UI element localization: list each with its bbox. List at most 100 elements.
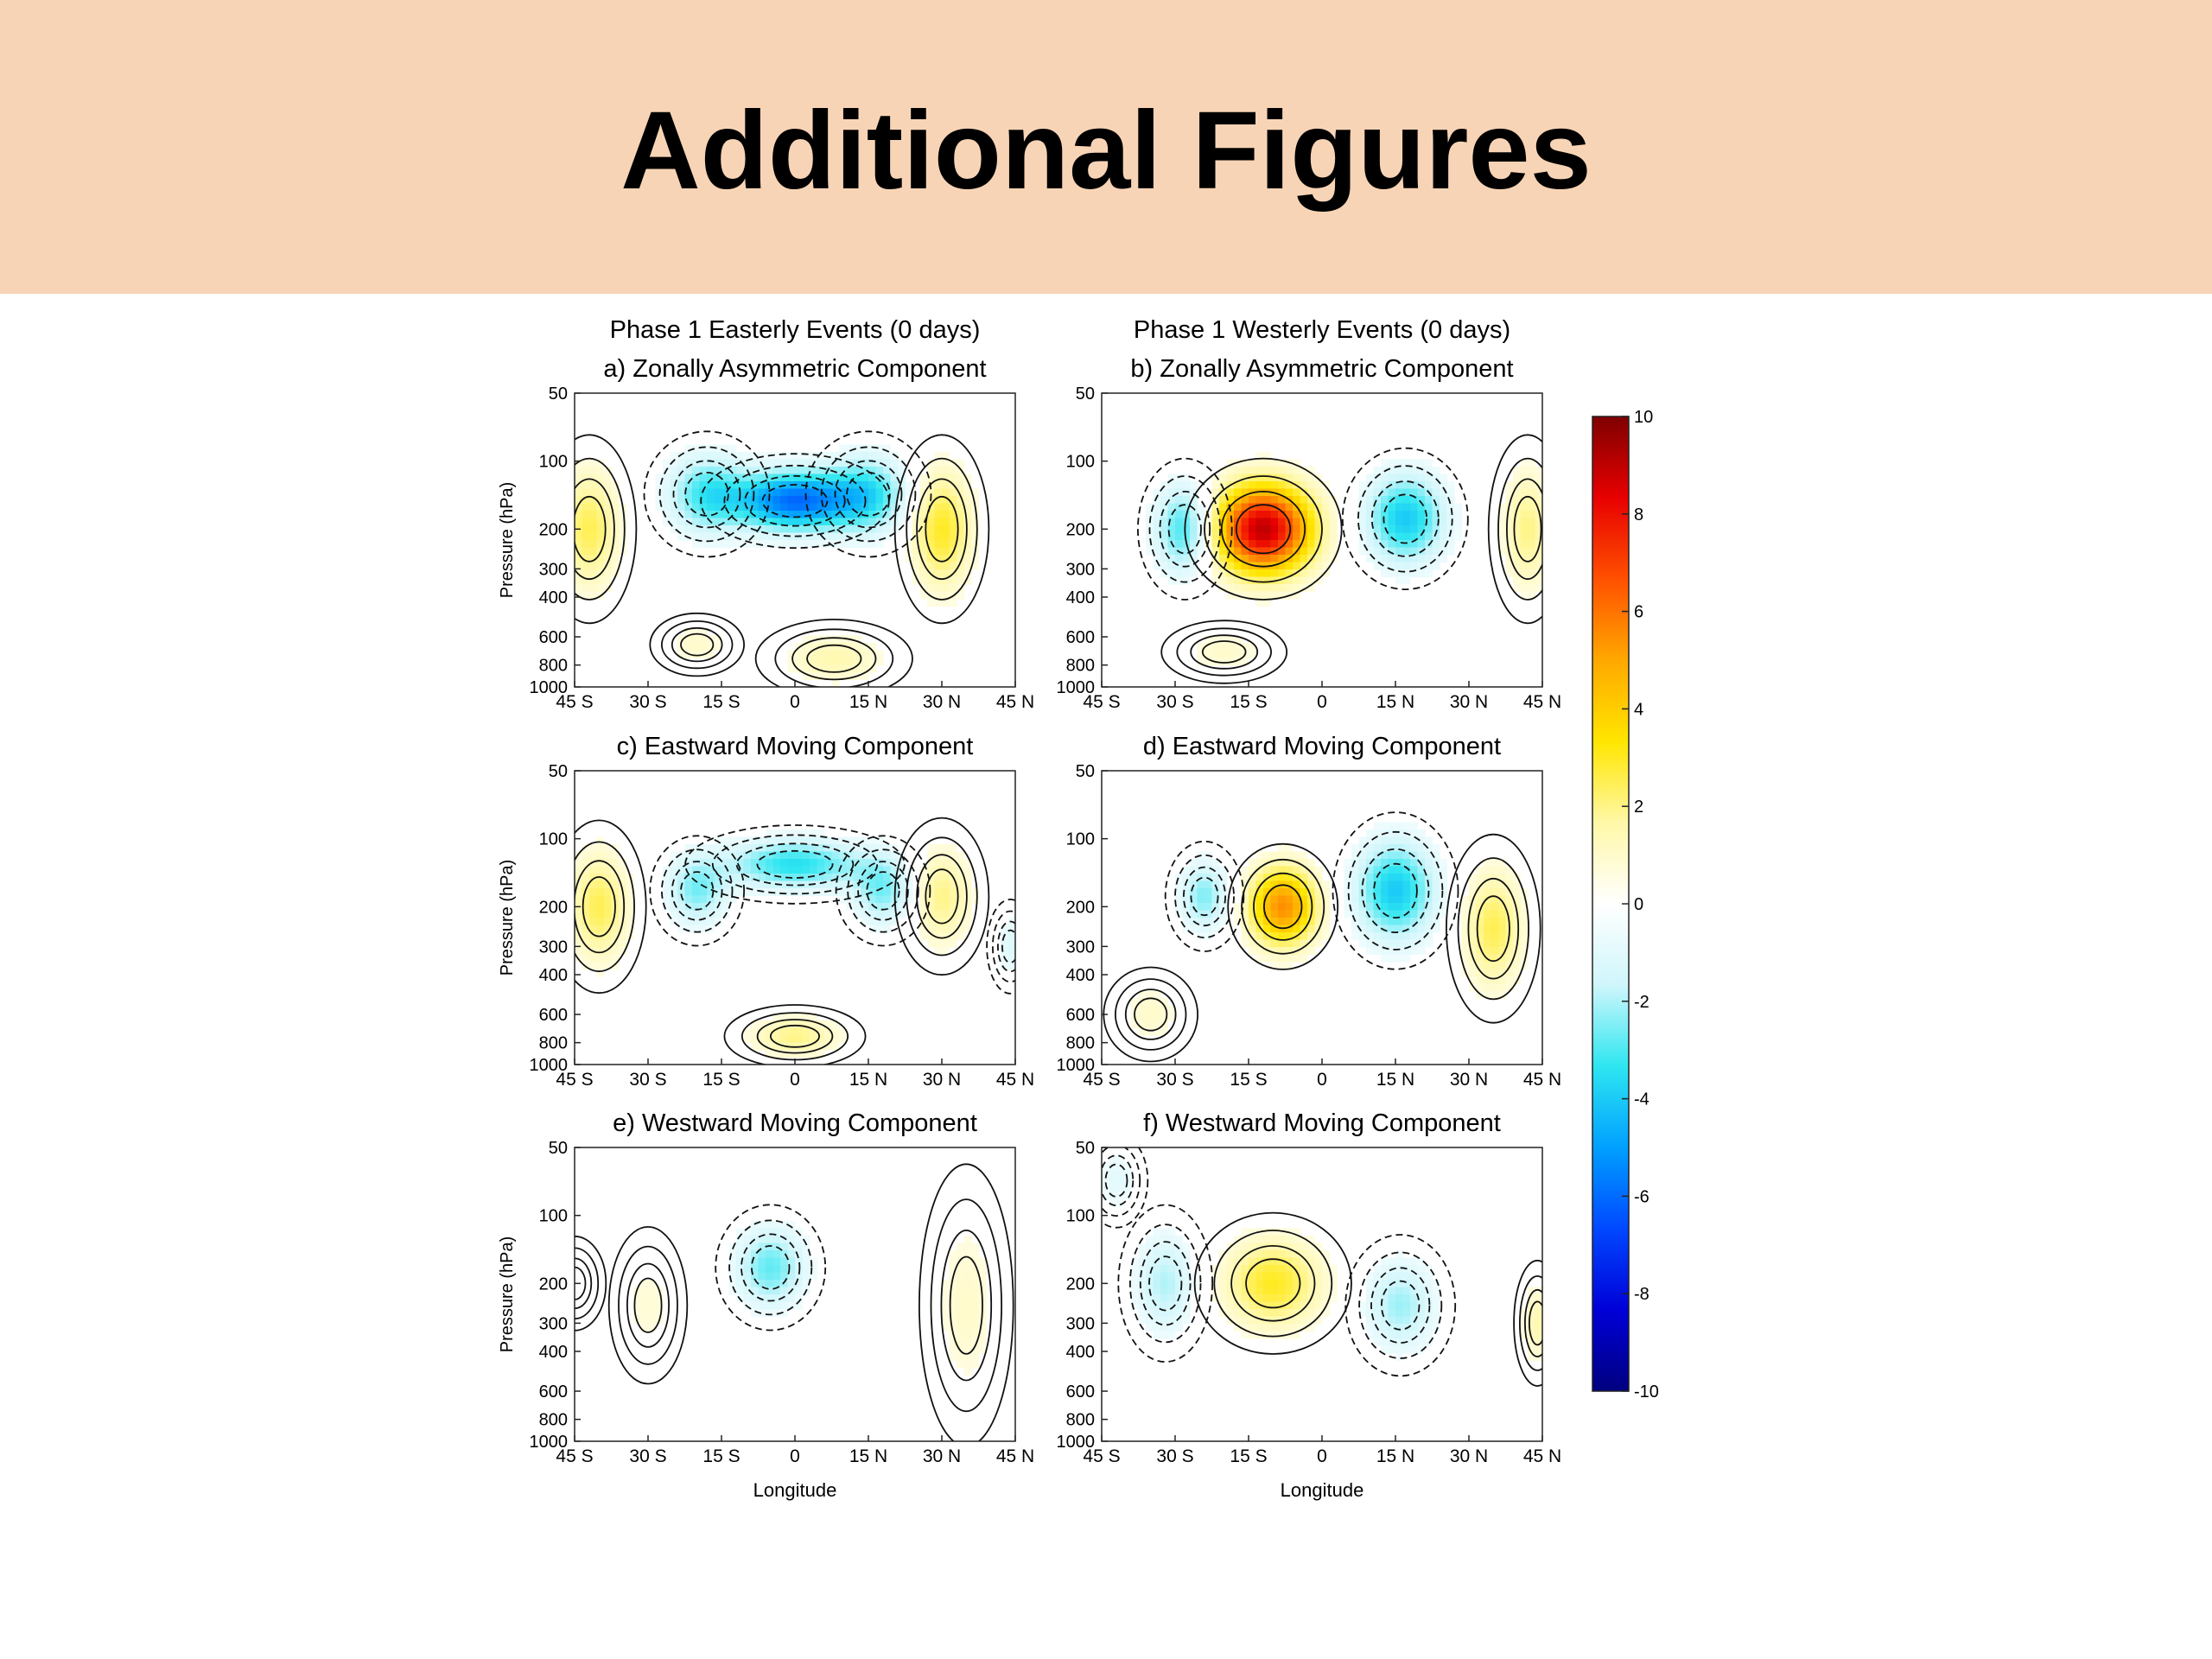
field-cell	[736, 851, 745, 860]
field-cell	[736, 880, 745, 889]
field-cell	[1307, 525, 1316, 534]
field-cell	[971, 1294, 980, 1303]
field-cell	[721, 888, 730, 897]
field-cell	[721, 452, 730, 461]
field-cell	[919, 511, 928, 519]
field-cell	[1469, 983, 1478, 992]
field-cell	[963, 481, 972, 490]
field-cell	[1219, 467, 1228, 475]
field-cell	[1300, 569, 1308, 578]
field-cell	[1146, 1243, 1154, 1251]
field-cell	[942, 1301, 950, 1310]
field-cell	[721, 444, 730, 453]
field-cell	[1146, 540, 1154, 549]
field-cell	[1300, 584, 1308, 593]
contour-line	[1487, 434, 1542, 625]
field-cell	[743, 859, 752, 868]
field-cell	[1234, 562, 1243, 570]
field-cell	[1278, 1265, 1287, 1274]
field-cell	[810, 635, 818, 644]
field-cell	[604, 503, 613, 512]
field-cell	[1366, 540, 1375, 549]
field-cell	[758, 1027, 766, 1036]
field-cell	[1322, 1309, 1331, 1318]
contour-line	[649, 835, 745, 947]
field-cell	[1476, 925, 1484, 933]
field-cell	[1395, 910, 1404, 918]
field-cell	[802, 1272, 810, 1281]
contour-line	[575, 1266, 587, 1300]
field-cell	[1255, 932, 1264, 941]
field-cell	[934, 547, 943, 556]
field-cell	[1535, 488, 1542, 497]
field-cell	[1528, 481, 1536, 490]
contour-line	[1204, 475, 1323, 583]
x-tick-label: 15 N	[849, 1446, 887, 1466]
field-cell	[868, 503, 877, 512]
field-cell	[1182, 474, 1191, 482]
field-cell	[1285, 576, 1294, 585]
field-cell	[707, 467, 715, 475]
field-cell	[1300, 474, 1308, 482]
field-cell	[1498, 910, 1507, 918]
field-cell	[707, 851, 715, 860]
field-cell	[758, 1257, 766, 1266]
field-cell	[743, 1035, 752, 1044]
field-cell	[1270, 888, 1279, 897]
field-cell	[699, 540, 708, 549]
field-cell	[1484, 976, 1492, 985]
field-cell	[758, 474, 766, 482]
field-cell	[839, 672, 848, 681]
field-cell	[1366, 1287, 1375, 1295]
field-cell	[817, 859, 825, 868]
contour-line	[1457, 857, 1529, 1001]
field-cell	[1278, 576, 1287, 585]
y-tick-label: 800	[1066, 1034, 1095, 1053]
field-cell	[1322, 918, 1331, 926]
field-cell	[1241, 503, 1249, 512]
field-cell	[604, 962, 613, 970]
field-cell	[575, 591, 583, 600]
field-cell	[1314, 518, 1323, 526]
field-cell	[1535, 474, 1542, 482]
field-cell	[1410, 525, 1419, 534]
field-cell	[810, 452, 818, 461]
field-cell	[766, 474, 774, 482]
field-cell	[1234, 635, 1243, 644]
field-cell	[1484, 939, 1492, 948]
field-cell	[684, 866, 693, 874]
field-cell	[1300, 467, 1308, 475]
field-cell	[1358, 932, 1367, 941]
field-cell	[1417, 859, 1426, 868]
field-cell	[1197, 650, 1205, 658]
field-cell	[743, 1280, 752, 1288]
field-cell	[582, 903, 590, 912]
field-cell	[927, 844, 936, 853]
field-cell	[971, 1243, 980, 1251]
field-cell	[758, 866, 766, 874]
field-cell	[1498, 895, 1507, 904]
field-cell	[1454, 525, 1463, 534]
field-cell	[1373, 910, 1382, 918]
field-cell	[677, 851, 686, 860]
field-cell	[1255, 1324, 1264, 1332]
field-cell	[684, 851, 693, 860]
contour-line	[1134, 997, 1168, 1032]
field-cell	[1109, 1169, 1117, 1178]
field-cell	[758, 467, 766, 475]
field-cell	[1167, 525, 1176, 534]
field-cell	[582, 851, 590, 860]
field-cell	[589, 939, 598, 948]
field-cell	[1402, 1280, 1411, 1288]
field-cell	[728, 1280, 737, 1288]
field-cell	[1498, 918, 1507, 926]
field-cell	[831, 1027, 840, 1036]
field-cell	[1131, 1020, 1140, 1029]
field-cell	[1388, 1301, 1396, 1310]
field-cell	[875, 903, 884, 912]
field-cell	[1432, 562, 1440, 570]
field-cell	[1307, 576, 1316, 585]
field-cell	[604, 540, 613, 549]
y-tick-label: 100	[539, 453, 568, 472]
field-cell	[1293, 591, 1301, 600]
